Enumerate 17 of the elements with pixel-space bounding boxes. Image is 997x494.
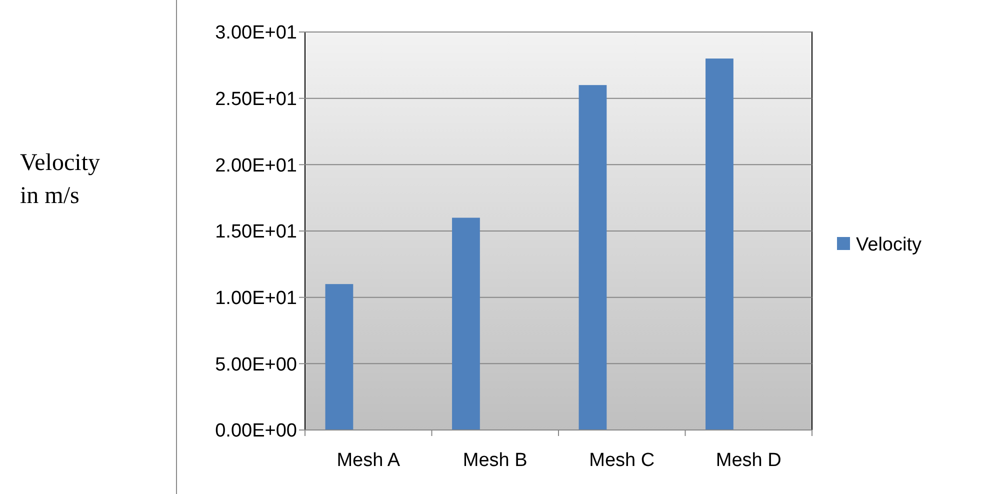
- y-tick-label: 1.50E+01: [215, 222, 297, 243]
- bar: [578, 85, 607, 430]
- x-tick-label: Mesh D: [716, 450, 782, 471]
- bar: [706, 58, 734, 430]
- y-axis-title: Velocity in m/s: [20, 150, 100, 209]
- y-tick-label: 2.00E+01: [215, 155, 297, 176]
- bar: [325, 284, 354, 430]
- y-tick-label: 2.50E+01: [215, 88, 297, 110]
- x-tick-label: Mesh C: [589, 450, 655, 471]
- legend-label: Velocity: [856, 234, 922, 256]
- bar: [452, 218, 480, 430]
- x-tick-label: Mesh A: [336, 450, 400, 471]
- y-tick-label: 1.00E+01: [215, 288, 297, 309]
- y-tick-label: 3.00E+01: [215, 22, 297, 44]
- y-tick-label: 5.00E+00: [215, 354, 297, 376]
- y-tick-label: 0.00E+00: [215, 420, 297, 442]
- x-tick-label: Mesh B: [462, 450, 528, 471]
